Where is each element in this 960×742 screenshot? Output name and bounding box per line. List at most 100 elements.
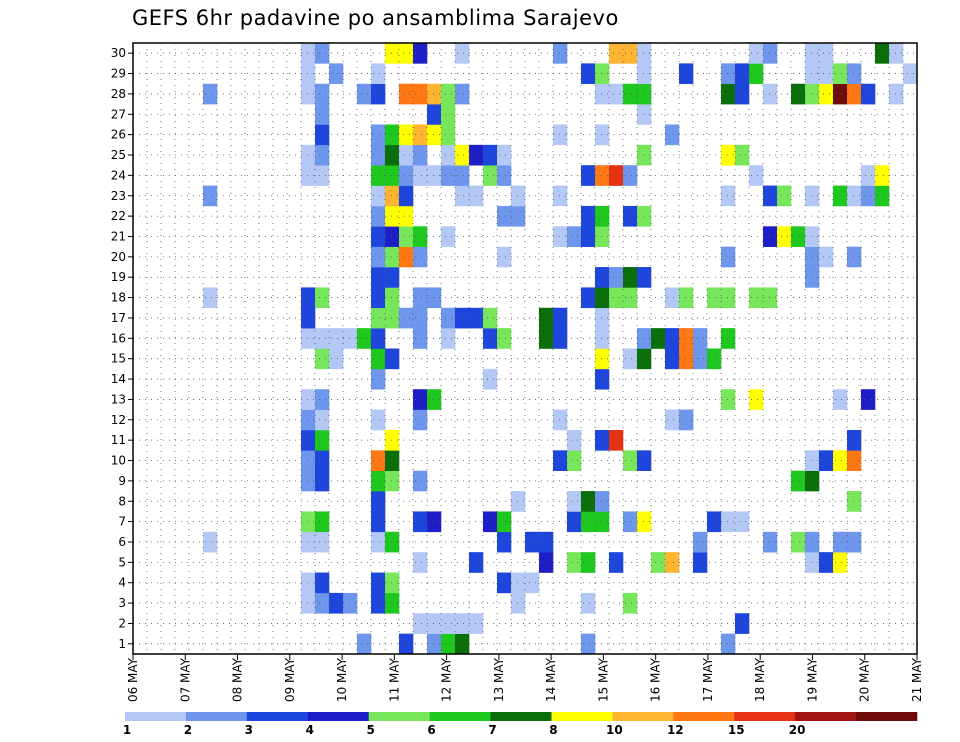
heatmap-cell (749, 287, 764, 309)
heatmap-cell (427, 287, 442, 309)
heatmap-cell (539, 328, 554, 349)
heatmap-cell (777, 185, 792, 207)
heatmap-cell (441, 124, 456, 146)
heatmap-cell (875, 43, 890, 64)
x-tick-label: 18 MAY (753, 657, 767, 702)
heatmap-cell (413, 613, 428, 634)
heatmap-cell (805, 43, 820, 64)
heatmap-cell (567, 552, 582, 573)
heatmap-cell (595, 267, 610, 288)
heatmap-cell (805, 470, 820, 492)
heatmap-cell (805, 185, 820, 207)
heatmap-cell (581, 165, 596, 186)
heatmap-cell (469, 307, 484, 329)
heatmap-cell (315, 165, 330, 186)
heatmap-cell (371, 409, 386, 431)
heatmap-cell (413, 144, 428, 166)
heatmap-cell (385, 165, 400, 186)
heatmap-cell (371, 592, 386, 614)
heatmap-cell (427, 389, 442, 410)
heatmap-cell (301, 531, 316, 553)
heatmap-cell (581, 511, 596, 533)
heatmap-cell (371, 511, 386, 533)
heatmap-cell (525, 572, 540, 594)
heatmap-cell (455, 144, 470, 166)
heatmap-cell (301, 83, 316, 105)
heatmap-cell (875, 185, 890, 207)
heatmap-cell (441, 83, 456, 105)
heatmap-cell (301, 389, 316, 410)
heatmap-cell (371, 491, 386, 512)
plot-frame (132, 42, 918, 655)
heatmap-cell (833, 185, 848, 207)
x-axis: 06 MAY 07 MAY 08 MAY 09 MAY 10 MAY 11 MAY 12 M… (126, 654, 924, 702)
heatmap-cell (315, 511, 330, 533)
heatmap-cell (609, 83, 624, 105)
heatmap-cell (595, 368, 610, 390)
heatmap-cell (847, 63, 862, 85)
heatmap-cell (553, 185, 568, 207)
heatmap-cell (385, 429, 400, 451)
y-tick-label: 7 (118, 515, 126, 529)
heatmap-cell (301, 470, 316, 492)
heatmap-cell (413, 389, 428, 410)
heatmap-cell (497, 246, 512, 268)
heatmap-cell (665, 552, 680, 573)
heatmap-cell (385, 43, 400, 64)
y-tick-label: 28 (111, 87, 126, 101)
heatmap-cell (441, 104, 456, 125)
heatmap-cell (623, 267, 638, 288)
heatmap-cell (427, 124, 442, 146)
heatmap-cell (861, 389, 876, 410)
colorbar-label: 7 (488, 723, 496, 737)
heatmap-cell (413, 124, 428, 146)
heatmap-cell (637, 267, 652, 288)
colorbar-label: 3 (245, 723, 253, 737)
heatmap-cell (861, 185, 876, 207)
heatmap-cell (385, 572, 400, 594)
heatmap-cell (581, 633, 596, 655)
heatmap-cell (721, 246, 736, 268)
heatmap-cell (315, 328, 330, 349)
heatmap-cell (413, 470, 428, 492)
heatmap-cell (371, 185, 386, 207)
heatmap-cell (791, 83, 806, 105)
heatmap-cell (357, 328, 372, 349)
heatmap-cell (371, 348, 386, 370)
heatmap-cell (595, 491, 610, 512)
heatmap-cell (847, 185, 862, 207)
heatmap-cell (385, 592, 400, 614)
heatmap-cell (469, 552, 484, 573)
heatmap-cell (833, 83, 848, 105)
heatmap-cell (693, 328, 708, 349)
y-tick-label: 29 (111, 67, 126, 81)
heatmap-cell (455, 633, 470, 655)
heatmap-cell (665, 124, 680, 146)
heatmap-cell (385, 348, 400, 370)
heatmap-cell (301, 511, 316, 533)
heatmap-cell (819, 63, 834, 85)
x-tick-label: 20 MAY (858, 657, 872, 702)
heatmap-cell (595, 63, 610, 85)
heatmap-cell (595, 287, 610, 309)
heatmap-cell (371, 144, 386, 166)
y-tick-label: 18 (111, 291, 126, 305)
heatmap-cell (427, 83, 442, 105)
heatmap-cell (441, 613, 456, 634)
heatmap-cell (301, 43, 316, 64)
heatmap-cell (637, 328, 652, 349)
y-tick-label: 22 (111, 209, 126, 223)
heatmap-cell (385, 205, 400, 227)
colorbar-swatch (307, 712, 369, 721)
colorbar-swatch (246, 712, 309, 721)
colorbar-swatch (612, 712, 674, 721)
heatmap-cell (455, 185, 470, 207)
heatmap-cell (385, 185, 400, 207)
x-tick-label: 12 MAY (440, 657, 454, 702)
heatmap-cell (385, 450, 400, 471)
heatmap-cell (749, 165, 764, 186)
heatmap-cell (371, 470, 386, 492)
heatmap-cell (357, 633, 372, 655)
heatmap-cell (637, 205, 652, 227)
heatmap-cell (315, 450, 330, 471)
